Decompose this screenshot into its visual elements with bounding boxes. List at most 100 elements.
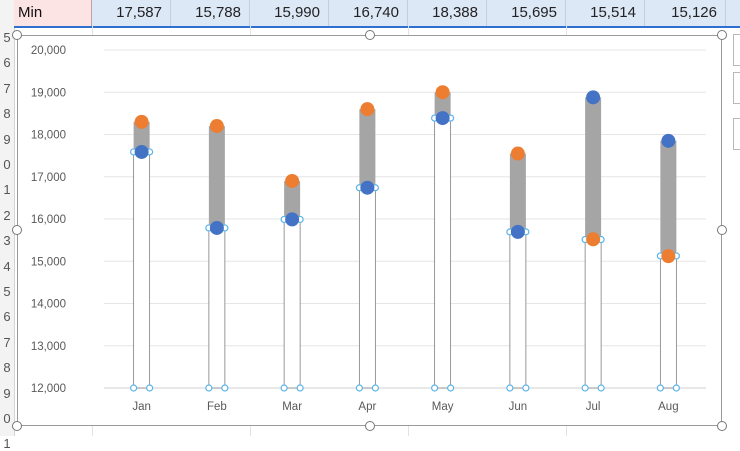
resize-handle[interactable] <box>12 30 22 40</box>
series-1-marker <box>661 249 676 264</box>
y-tick-label: 19,000 <box>31 87 66 99</box>
min-row: Min 17,587 15,788 15,990 16,740 18,388 1… <box>14 0 740 28</box>
selection-handle <box>205 384 213 392</box>
min-value-cell[interactable]: 18,388 <box>408 0 487 26</box>
base-bar <box>358 187 376 389</box>
row-header-number[interactable]: 1 <box>3 436 11 451</box>
y-tick-label: 12,000 <box>31 383 66 395</box>
row-header-number[interactable]: 6 <box>3 55 11 71</box>
row-header-number[interactable]: 6 <box>3 309 11 325</box>
row-header-number[interactable]: 7 <box>3 334 11 350</box>
base-bar <box>434 117 452 389</box>
resize-handle[interactable] <box>12 225 22 235</box>
min-value-cell[interactable]: 17,587 <box>92 0 171 26</box>
row-header-number[interactable]: 3 <box>3 233 11 249</box>
row-header-number[interactable]: 5 <box>3 30 11 45</box>
resize-handle[interactable] <box>717 225 727 235</box>
range-bar <box>284 180 301 220</box>
base-bar <box>509 231 527 389</box>
range-bar <box>585 97 602 240</box>
x-tick-label: Jun <box>509 401 528 413</box>
min-value-cell[interactable]: 15,126 <box>645 0 726 26</box>
selection-handle <box>447 384 455 392</box>
min-value-cell[interactable]: 15,990 <box>250 0 329 26</box>
min-value-cell[interactable]: 15,695 <box>487 0 566 26</box>
chart-area[interactable]: 12,000 13,000 14,000 15,000 16,000 17,000 18,0… <box>17 35 722 426</box>
x-tick-label: Feb <box>207 401 227 413</box>
series-2-marker <box>510 224 525 239</box>
y-tick-label: 15,000 <box>31 256 66 268</box>
selection-handle <box>597 384 605 392</box>
row-header-number[interactable]: 4 <box>3 258 11 274</box>
chart-elements-button[interactable] <box>733 34 740 66</box>
series-1-marker <box>435 85 450 100</box>
resize-handle[interactable] <box>717 30 727 40</box>
series-2-marker <box>661 133 676 148</box>
min-label-cell[interactable]: Min <box>14 0 92 26</box>
series-2-marker <box>360 180 375 195</box>
row-header-number[interactable]: 2 <box>3 207 11 223</box>
resize-handle[interactable] <box>717 421 727 431</box>
selection-handle <box>371 384 379 392</box>
y-tick-label: 17,000 <box>31 172 66 184</box>
series-1-marker <box>134 114 149 129</box>
y-tick-label: 18,000 <box>31 130 66 142</box>
selection-handle <box>280 384 288 392</box>
base-bar <box>208 227 226 389</box>
base-bar <box>283 219 301 389</box>
selection-handle <box>296 384 304 392</box>
min-value-cell[interactable]: 16,740 <box>329 0 408 26</box>
row-header-number[interactable]: 1 <box>3 182 11 198</box>
resize-handle[interactable] <box>365 30 375 40</box>
row-header-number[interactable]: 7 <box>3 80 11 96</box>
base-bar <box>584 239 602 389</box>
selection-handle <box>355 384 363 392</box>
resize-handle[interactable] <box>12 421 22 431</box>
row-headers: 5 6 7 8 9 0 1 2 3 4 5 6 7 8 9 0 1 <box>0 0 15 451</box>
y-tick-label: 20,000 <box>31 45 66 57</box>
min-value-cell[interactable]: 15,788 <box>171 0 250 26</box>
range-bar <box>359 109 376 188</box>
chart-styles-button[interactable] <box>733 72 740 104</box>
series-1-marker <box>360 102 375 117</box>
y-tick-label: 13,000 <box>31 341 66 353</box>
range-bar <box>509 153 526 232</box>
x-tick-label: Jul <box>586 401 601 413</box>
base-bar <box>133 151 151 389</box>
series-2-marker <box>209 220 224 235</box>
selection-handle <box>130 384 138 392</box>
series-2-marker <box>586 90 601 105</box>
row-header-number[interactable]: 0 <box>3 411 11 426</box>
resize-handle[interactable] <box>365 421 375 431</box>
y-tick-label: 16,000 <box>31 214 66 226</box>
series-2-marker <box>134 144 149 159</box>
row-header-number[interactable]: 0 <box>3 157 11 172</box>
selection-handle <box>506 384 514 392</box>
base-bar <box>659 255 677 389</box>
series-2-marker <box>435 111 450 126</box>
chart-plot[interactable]: 12,000 13,000 14,000 15,000 16,000 17,000 18,0… <box>18 36 721 425</box>
selection-handle <box>581 384 589 392</box>
x-tick-label: May <box>432 401 454 413</box>
range-bar <box>434 92 451 119</box>
selection-handle <box>522 384 530 392</box>
row-header-number[interactable]: 9 <box>3 131 11 147</box>
series-1-marker <box>510 146 525 161</box>
series-1-marker <box>586 232 601 247</box>
x-tick-label: Jan <box>132 401 151 413</box>
selection-handle <box>221 384 229 392</box>
min-value-cell[interactable]: 15,514 <box>566 0 645 26</box>
range-bar <box>660 140 677 257</box>
series-1-marker <box>285 173 300 188</box>
selection-handle <box>146 384 154 392</box>
selection-handle <box>656 384 664 392</box>
x-tick-label: Aug <box>658 401 678 413</box>
selection-handle <box>672 384 680 392</box>
row-header-number[interactable]: 5 <box>3 284 11 299</box>
chart-filters-button[interactable] <box>733 118 740 150</box>
row-header-number[interactable]: 8 <box>3 360 11 376</box>
row-header-number[interactable]: 9 <box>3 385 11 401</box>
row-header-number[interactable]: 8 <box>3 106 11 122</box>
y-tick-label: 14,000 <box>31 299 66 311</box>
